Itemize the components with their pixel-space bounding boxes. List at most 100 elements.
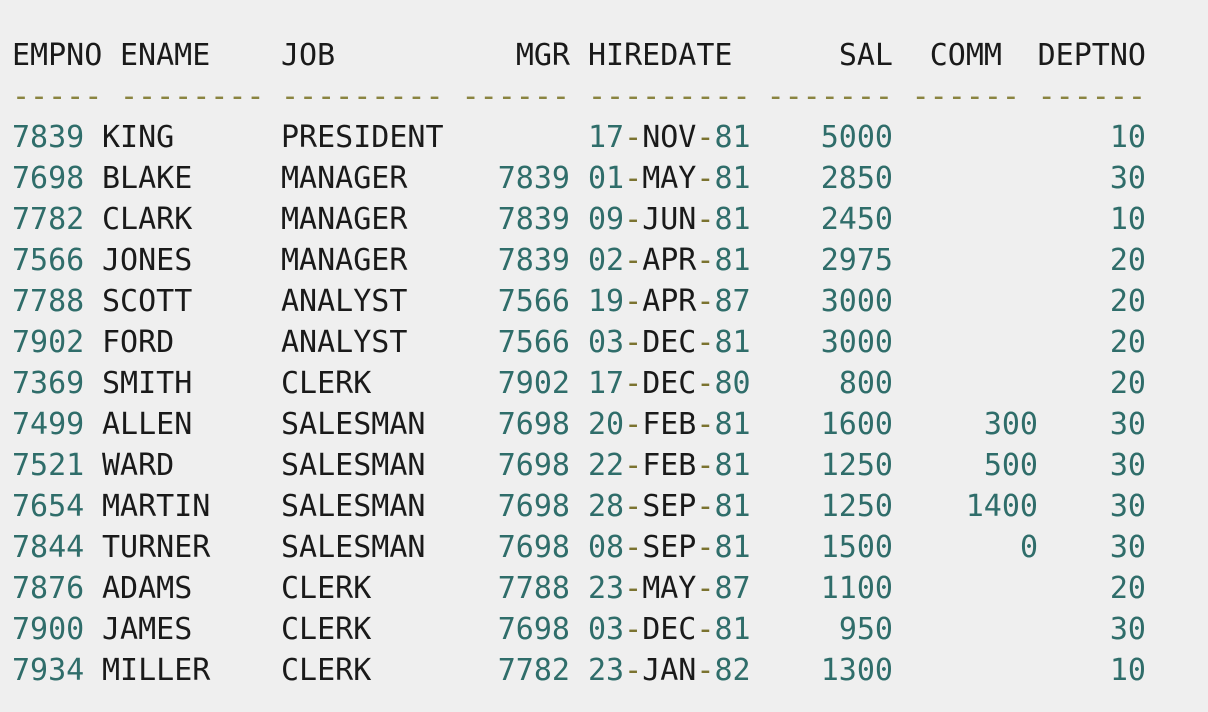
hiredate-month: JUN [642,202,697,237]
table-row: 7839 KING PRESIDENT 17-NOV-81 5000 10 [0,117,1208,158]
hiredate-year: 87 [714,571,751,606]
header-ename: ENAME [120,38,211,73]
hiredate-day: 17 [588,120,625,155]
cell-sal: 3000 [820,325,893,360]
cell-empno: 7566 [12,243,85,278]
hiredate-dash: - [696,407,715,442]
hiredate-dash: - [696,448,715,483]
hiredate-dash: - [624,161,643,196]
cell-ename: JONES [102,243,193,278]
cell-hiredate: 03-DEC-81 [588,322,751,363]
separator-job: --------- [281,79,444,114]
hiredate-year: 81 [714,407,751,442]
cell-hiredate: 28-SEP-81 [588,486,751,527]
cell-job: CLERK [281,571,372,606]
cell-job: CLERK [281,366,372,401]
cell-deptno: 10 [1109,202,1146,237]
hiredate-day: 28 [588,489,625,524]
cell-hiredate: 09-JUN-81 [588,199,751,240]
hiredate-dash: - [624,612,643,647]
cell-sal: 1300 [820,653,893,688]
cell-ename: CLARK [102,202,193,237]
cell-mgr: 7698 [497,530,570,565]
hiredate-day: 20 [588,407,625,442]
cell-job: SALESMAN [281,530,426,565]
hiredate-dash: - [624,530,643,565]
hiredate-dash: - [696,120,715,155]
cell-job: ANALYST [281,284,408,319]
cell-job: PRESIDENT [281,120,444,155]
cell-job: MANAGER [281,243,408,278]
cell-sal: 800 [838,366,893,401]
cell-ename: FORD [102,325,175,360]
cell-sal: 950 [838,612,893,647]
hiredate-day: 01 [588,161,625,196]
hiredate-day: 22 [588,448,625,483]
hiredate-day: 17 [588,366,625,401]
cell-empno: 7654 [12,489,85,524]
cell-mgr: 7782 [497,653,570,688]
cell-deptno: 30 [1109,448,1146,483]
cell-ename: KING [102,120,175,155]
hiredate-month: DEC [642,612,697,647]
hiredate-dash: - [624,448,643,483]
hiredate-month: APR [642,284,697,319]
hiredate-day: 02 [588,243,625,278]
cell-deptno: 10 [1109,653,1146,688]
cell-deptno: 20 [1109,325,1146,360]
header-row: EMPNO ENAME JOB MGR HIREDATE SAL COMM DE… [0,35,1208,76]
cell-sal: 1500 [820,530,893,565]
cell-ename: WARD [102,448,175,483]
cell-ename: SCOTT [102,284,193,319]
hiredate-month: DEC [642,366,697,401]
cell-mgr: 7788 [497,571,570,606]
cell-mgr: 7566 [497,284,570,319]
separator-row: ----- -------- --------- ------ --------… [0,76,1208,117]
cell-deptno: 30 [1109,530,1146,565]
cell-comm: 500 [983,448,1038,483]
hiredate-year: 81 [714,448,751,483]
hiredate-year: 81 [714,161,751,196]
cell-sal: 1250 [820,448,893,483]
header-comm: COMM [929,38,1002,73]
cell-empno: 7782 [12,202,85,237]
cell-ename: TURNER [102,530,211,565]
cell-empno: 7902 [12,325,85,360]
hiredate-year: 80 [714,366,751,401]
cell-job: MANAGER [281,202,408,237]
hiredate-month: SEP [642,489,697,524]
hiredate-month: FEB [642,448,697,483]
cell-empno: 7934 [12,653,85,688]
separator-hiredate: --------- [588,79,751,114]
hiredate-dash: - [696,325,715,360]
cell-sal: 2975 [820,243,893,278]
table-row: 7902 FORD ANALYST 7566 03-DEC-81 3000 20 [0,322,1208,363]
cell-mgr: 7839 [497,243,570,278]
hiredate-dash: - [624,407,643,442]
cell-deptno: 20 [1109,571,1146,606]
cell-hiredate: 08-SEP-81 [588,527,751,568]
cell-sal: 1100 [820,571,893,606]
separator-mgr: ------ [461,79,570,114]
hiredate-dash: - [624,284,643,319]
cell-sal: 2450 [820,202,893,237]
header-sal: SAL [838,38,893,73]
cell-job: MANAGER [281,161,408,196]
cell-comm: 300 [983,407,1038,442]
hiredate-year: 81 [714,202,751,237]
cell-sal: 3000 [820,284,893,319]
table-row: 7934 MILLER CLERK 7782 23-JAN-82 1300 10 [0,650,1208,691]
header-mgr: MGR [515,38,570,73]
cell-hiredate: 22-FEB-81 [588,445,751,486]
cell-job: CLERK [281,653,372,688]
hiredate-day: 09 [588,202,625,237]
cell-ename: ALLEN [102,407,193,442]
table-row: 7844 TURNER SALESMAN 7698 08-SEP-81 1500 0 30 [0,527,1208,568]
cell-mgr: 7698 [497,407,570,442]
hiredate-month: SEP [642,530,697,565]
table-row: 7521 WARD SALESMAN 7698 22-FEB-81 1250 500 30 [0,445,1208,486]
hiredate-dash: - [696,530,715,565]
hiredate-day: 23 [588,653,625,688]
separator-deptno: ------ [1037,79,1146,114]
cell-mgr: 7566 [497,325,570,360]
